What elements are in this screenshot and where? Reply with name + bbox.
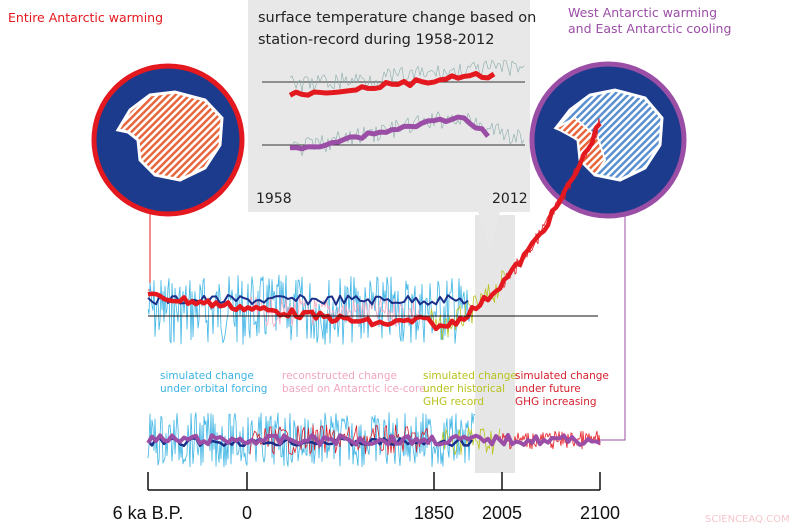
entire-antarctic-mean <box>147 122 602 332</box>
inset-station-top <box>289 59 525 93</box>
inset-contrast <box>289 114 490 152</box>
time-axis <box>147 472 601 491</box>
tick-label-2005: 2005 <box>481 503 523 523</box>
tick-label-2100: 2100 <box>579 503 621 523</box>
inset-start-year: 1958 <box>256 191 292 207</box>
tick-label-0: 0 <box>241 503 253 523</box>
entire-antarctic-map <box>91 63 245 217</box>
inset-end-year: 2012 <box>492 191 528 207</box>
legend-orbital: simulated change under orbital forcing <box>160 370 268 395</box>
left-map-title: Entire Antarctic warming <box>8 10 164 25</box>
orbital-forcing-series-top <box>147 274 471 345</box>
contrast-mean <box>146 433 601 447</box>
watermark: SCIENCEAQ.COM <box>705 514 790 525</box>
inset-entire-warming <box>288 70 496 98</box>
west-east-antarctic-map <box>529 61 687 219</box>
inset-callout-box <box>248 0 530 250</box>
inset-title-line2: station-record during 1958-2012 <box>258 32 495 48</box>
tick-label-6ka: 6 ka B.P. <box>112 503 184 523</box>
right-map-title-line1: West Antarctic warming <box>568 5 718 20</box>
left-connector-line <box>148 210 151 291</box>
tick-label-1850: 1850 <box>413 503 455 523</box>
legend-future: simulated change under future GHG increasi… <box>515 370 609 408</box>
right-map-title-line2: and East Antarctic cooling <box>568 21 732 36</box>
legend-historical: simulated change under historical GHG reco… <box>423 370 517 408</box>
inset-title-line1: surface temperature change based on <box>258 10 537 26</box>
right-connector-line <box>598 215 626 441</box>
legend-ice-core: reconstructed change based on Antarctic i… <box>282 370 426 395</box>
